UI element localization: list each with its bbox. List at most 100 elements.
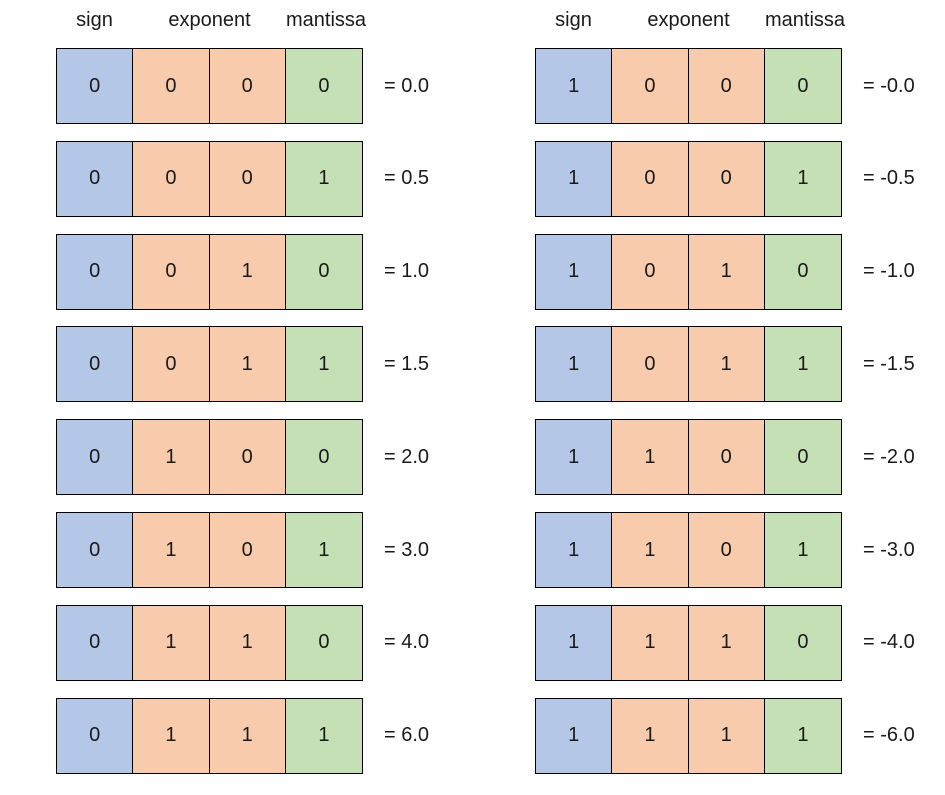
mantissa-bit-cell: 1	[285, 141, 362, 216]
encoding-row: 1 1 0 0 = -2.0	[535, 419, 945, 497]
mantissa-bit-cell: 0	[285, 420, 362, 495]
mantissa-bit-cell: 0	[764, 420, 841, 495]
mantissa-bit-cell: 1	[285, 698, 362, 773]
encoding-row: 1 0 0 0 = -0.0	[535, 48, 945, 126]
sign-bit-cell: 0	[57, 698, 134, 773]
decoded-value: = -4.0	[863, 631, 915, 654]
decoded-value: = 1.0	[384, 260, 430, 283]
exponent-bit-cell: 1	[688, 698, 765, 773]
decoded-value: = -1.5	[863, 352, 915, 375]
encoding-row: 0 1 1 0 = 4.0	[56, 604, 476, 683]
encoding-row: 1 0 1 0 = -1.0	[535, 233, 945, 312]
exponent-bit-cell: 1	[612, 420, 689, 495]
negative-encodings-panel: sign exponent mantissa 1 0 0 0 = -0.0 1 0 0 1 = -…	[535, 0, 945, 795]
mantissa-bit-cell: 0	[764, 605, 841, 680]
mantissa-bit-cell: 1	[285, 513, 362, 587]
decoded-value: = -1.0	[863, 260, 915, 283]
decoded-value: = -0.5	[863, 167, 915, 190]
exponent-bit-cell: 0	[209, 420, 286, 495]
exponent-bit-cell: 0	[612, 49, 689, 123]
encoding-row: 0 1 1 1 = 6.0	[56, 697, 476, 776]
sign-bit-cell: 0	[57, 420, 134, 495]
sign-bit-cell: 1	[536, 49, 613, 123]
sign-bit-cell: 0	[57, 234, 134, 309]
mantissa-header: mantissa	[286, 9, 367, 31]
decoded-value: = 1.5	[384, 352, 430, 375]
exponent-bit-cell: 0	[209, 49, 286, 123]
exponent-bit-cell: 0	[133, 234, 210, 309]
encoding-row: 0 0 1 0 = 1.0	[56, 233, 476, 312]
decoded-value: = 4.0	[384, 631, 430, 654]
sign-bit-cell: 0	[57, 605, 134, 680]
exponent-bit-cell: 0	[133, 327, 210, 402]
decoded-value: = 0.0	[384, 74, 430, 97]
encoding-row: 0 1 0 0 = 2.0	[56, 419, 476, 497]
exponent-bit-cell: 1	[612, 605, 689, 680]
exponent-bit-cell: 1	[612, 513, 689, 587]
encoding-row: 1 1 0 1 = -3.0	[535, 512, 945, 590]
mantissa-bit-cell: 1	[764, 141, 841, 216]
sign-header: sign	[76, 9, 113, 31]
sign-bit-cell: 1	[536, 234, 613, 309]
encoding-row: 1 0 1 1 = -1.5	[535, 326, 945, 404]
sign-header: sign	[555, 9, 592, 31]
positive-encodings-panel: sign exponent mantissa 0 0 0 0 = 0.0 0 0 0 1 = 0.…	[56, 0, 476, 795]
exponent-bit-cell: 0	[688, 49, 765, 123]
encoding-row: 0 0 0 1 = 0.5	[56, 140, 476, 219]
sign-bit-cell: 1	[536, 420, 613, 495]
sign-bit-cell: 0	[57, 141, 134, 216]
exponent-header: exponent	[647, 9, 730, 31]
decoded-value: = 0.5	[384, 167, 430, 190]
mantissa-header: mantissa	[765, 9, 846, 31]
sign-bit-cell: 0	[57, 49, 134, 123]
exponent-bit-cell: 1	[612, 698, 689, 773]
mantissa-bit-cell: 1	[764, 513, 841, 587]
sign-bit-cell: 0	[57, 513, 134, 587]
encoding-row: 1 0 0 1 = -0.5	[535, 140, 945, 219]
exponent-bit-cell: 1	[688, 605, 765, 680]
sign-bit-cell: 0	[57, 327, 134, 402]
exponent-bit-cell: 0	[209, 141, 286, 216]
sign-bit-cell: 1	[536, 698, 613, 773]
mantissa-bit-cell: 1	[764, 327, 841, 402]
decoded-value: = 6.0	[384, 724, 430, 747]
decoded-value: = 3.0	[384, 538, 430, 561]
mantissa-bit-cell: 1	[285, 327, 362, 402]
exponent-bit-cell: 0	[133, 49, 210, 123]
decoded-value: = 2.0	[384, 445, 430, 468]
sign-bit-cell: 1	[536, 513, 613, 587]
exponent-bit-cell: 0	[209, 513, 286, 587]
mantissa-bit-cell: 0	[285, 234, 362, 309]
encoding-row: 0 1 0 1 = 3.0	[56, 512, 476, 590]
exponent-bit-cell: 1	[209, 605, 286, 680]
exponent-bit-cell: 0	[688, 141, 765, 216]
exponent-bit-cell: 0	[688, 513, 765, 587]
exponent-bit-cell: 0	[688, 420, 765, 495]
exponent-bit-cell: 0	[612, 234, 689, 309]
mantissa-bit-cell: 0	[764, 234, 841, 309]
exponent-bit-cell: 1	[133, 605, 210, 680]
mantissa-bit-cell: 0	[764, 49, 841, 123]
decoded-value: = -3.0	[863, 538, 915, 561]
decoded-value: = -0.0	[863, 74, 915, 97]
exponent-bit-cell: 1	[688, 327, 765, 402]
mantissa-bit-cell: 1	[764, 698, 841, 773]
exponent-bit-cell: 1	[209, 234, 286, 309]
encoding-row: 0 0 1 1 = 1.5	[56, 326, 476, 404]
exponent-bit-cell: 1	[688, 234, 765, 309]
sign-bit-cell: 1	[536, 605, 613, 680]
exponent-header: exponent	[168, 9, 251, 31]
